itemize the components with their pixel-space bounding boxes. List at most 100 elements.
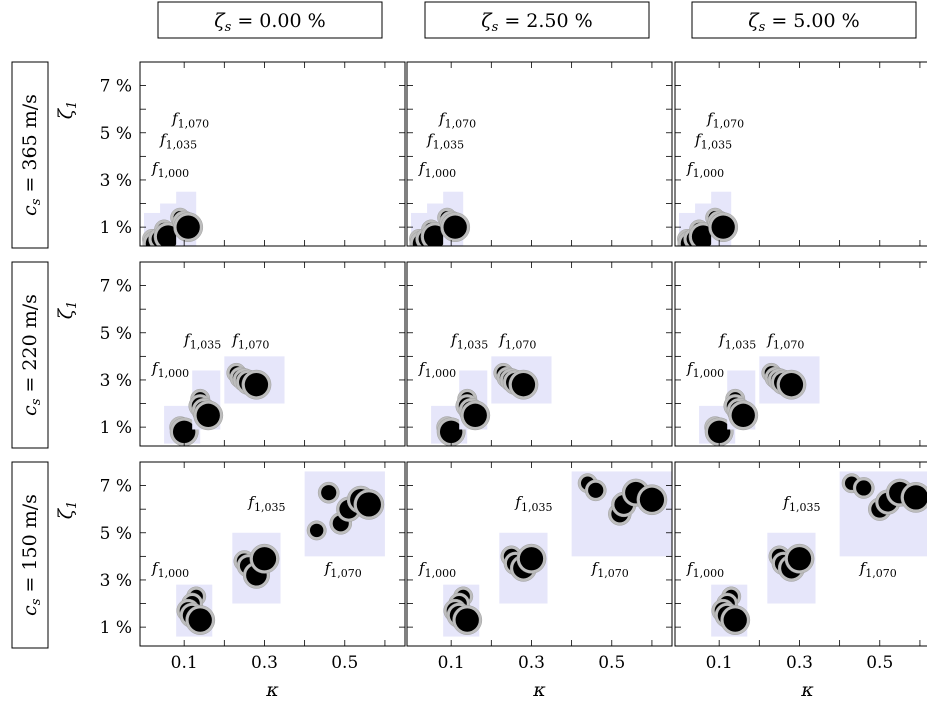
cluster-label-subscript: 1,070 — [330, 567, 362, 580]
cluster-label-subscript: 1,000 — [425, 367, 457, 380]
column-header-zs0: ζs = 0.00 % — [214, 10, 325, 35]
x-tick-label: 0.1 — [706, 653, 733, 673]
row-header-symbol: c — [19, 605, 41, 616]
cluster-label-subscript: 1,070 — [773, 339, 805, 352]
cluster-label-symbol: f — [159, 131, 168, 149]
cluster-label-symbol: f — [151, 359, 160, 377]
cluster-label-symbol: f — [686, 559, 695, 577]
y-tick-label: 1 % — [100, 218, 132, 238]
data-point — [511, 373, 536, 397]
y-axis-label: ζ1 — [55, 101, 80, 120]
cluster-label-1,070: f1,070 — [498, 331, 536, 352]
cluster-label-1,000: f1,000 — [686, 359, 724, 380]
cluster-label-1,035: f1,035 — [159, 131, 197, 152]
cluster-label-subscript: 1,070 — [713, 117, 745, 130]
data-point — [723, 608, 747, 632]
cluster-label-1,070: f1,070 — [591, 559, 629, 580]
cluster-label-symbol: f — [859, 559, 868, 577]
y-tick-label: 3 % — [100, 171, 132, 191]
x-tick-label: 0.5 — [866, 653, 893, 673]
cluster-label-subscript: 1,035 — [190, 339, 222, 352]
x-tick-label: 0.3 — [786, 653, 813, 673]
row-header-c220: cs = 220 m/s — [19, 294, 44, 416]
cluster-label-subscript: 1,000 — [693, 367, 725, 380]
y-tick-label: 1 % — [100, 418, 132, 438]
data-point — [455, 608, 479, 632]
data-point — [711, 215, 735, 239]
cluster-label-subscript: 1,000 — [693, 567, 725, 580]
row-header-c365: cs = 365 m/s — [19, 94, 44, 216]
panel-frame — [406, 61, 673, 247]
cluster-label-subscript: 1,035 — [725, 339, 757, 352]
row-header-subscript: s — [29, 598, 44, 605]
cluster-label-1,035: f1,035 — [514, 493, 552, 514]
cluster-label-subscript: 1,070 — [238, 339, 270, 352]
cluster-label-subscript: 1,070 — [445, 117, 477, 130]
y-tick-label: 1 % — [100, 618, 132, 638]
cluster-label-symbol: f — [766, 331, 775, 349]
cluster-label-symbol: f — [686, 359, 695, 377]
cluster-label-symbol: f — [418, 359, 427, 377]
cluster-label-1,070: f1,070 — [231, 331, 269, 352]
cluster-label-symbol: f — [418, 159, 427, 177]
panel-plot-area: f1,000 f1,035 f1,070 — [418, 471, 672, 637]
cluster-label-symbol: f — [438, 109, 447, 127]
column-header-symbol: ζ — [748, 10, 760, 32]
cluster-label-subscript: 1,000 — [158, 367, 190, 380]
row-header-symbol: c — [19, 405, 41, 416]
cluster-label-1,070: f1,070 — [766, 331, 804, 352]
cluster-label-symbol: f — [694, 131, 703, 149]
cluster-label-symbol: f — [151, 159, 160, 177]
panel-frame — [139, 261, 406, 447]
data-point — [443, 215, 467, 239]
y-axis-label-symbol: ζ — [55, 107, 77, 119]
cluster-label-1,000: f1,000 — [151, 559, 189, 580]
panel-frame — [139, 61, 406, 247]
cluster-label-subscript: 1,000 — [158, 567, 190, 580]
cluster-label-symbol: f — [426, 131, 435, 149]
data-point — [244, 373, 269, 397]
row-header-box-c220 — [11, 261, 49, 449]
y-tick-label: 7 % — [100, 77, 132, 97]
column-header-value: = 5.00 % — [765, 10, 859, 32]
data-point — [731, 403, 755, 427]
data-point — [309, 523, 324, 538]
y-axis-label-subscript: 1 — [65, 301, 80, 309]
cluster-label-subscript: 1,000 — [158, 167, 190, 180]
panel-frame — [674, 61, 927, 247]
cluster-label-subscript: 1,035 — [166, 139, 198, 152]
data-point — [321, 485, 337, 501]
column-header-symbol: ζ — [481, 10, 493, 32]
cluster-label-subscript: 1,000 — [693, 167, 725, 180]
y-axis-label-subscript: 1 — [65, 501, 80, 509]
cluster-label-1,000: f1,000 — [686, 559, 724, 580]
cluster-label-symbol: f — [686, 159, 695, 177]
data-point — [639, 487, 665, 512]
y-axis-label-symbol: ζ — [55, 307, 77, 319]
x-tick-label: 0.1 — [438, 653, 465, 673]
x-axis-label: κ — [265, 679, 279, 701]
data-point — [463, 403, 487, 427]
cluster-label-1,035: f1,035 — [718, 331, 756, 352]
cluster-label-1,000: f1,000 — [418, 559, 456, 580]
cluster-label-symbol: f — [183, 331, 192, 349]
cluster-label-subscript: 1,035 — [521, 501, 553, 514]
column-header-subscript: s — [759, 20, 766, 35]
y-tick-label: 5 % — [100, 124, 132, 144]
column-header-symbol: ζ — [214, 10, 226, 32]
row-header-box-c150 — [11, 461, 49, 649]
cluster-label-subscript: 1,035 — [789, 501, 821, 514]
cluster-label-subscript: 1,070 — [505, 339, 537, 352]
cluster-label-subscript: 1,000 — [425, 167, 457, 180]
row-header-subscript: s — [29, 198, 44, 205]
x-tick-label: 0.3 — [518, 653, 545, 673]
